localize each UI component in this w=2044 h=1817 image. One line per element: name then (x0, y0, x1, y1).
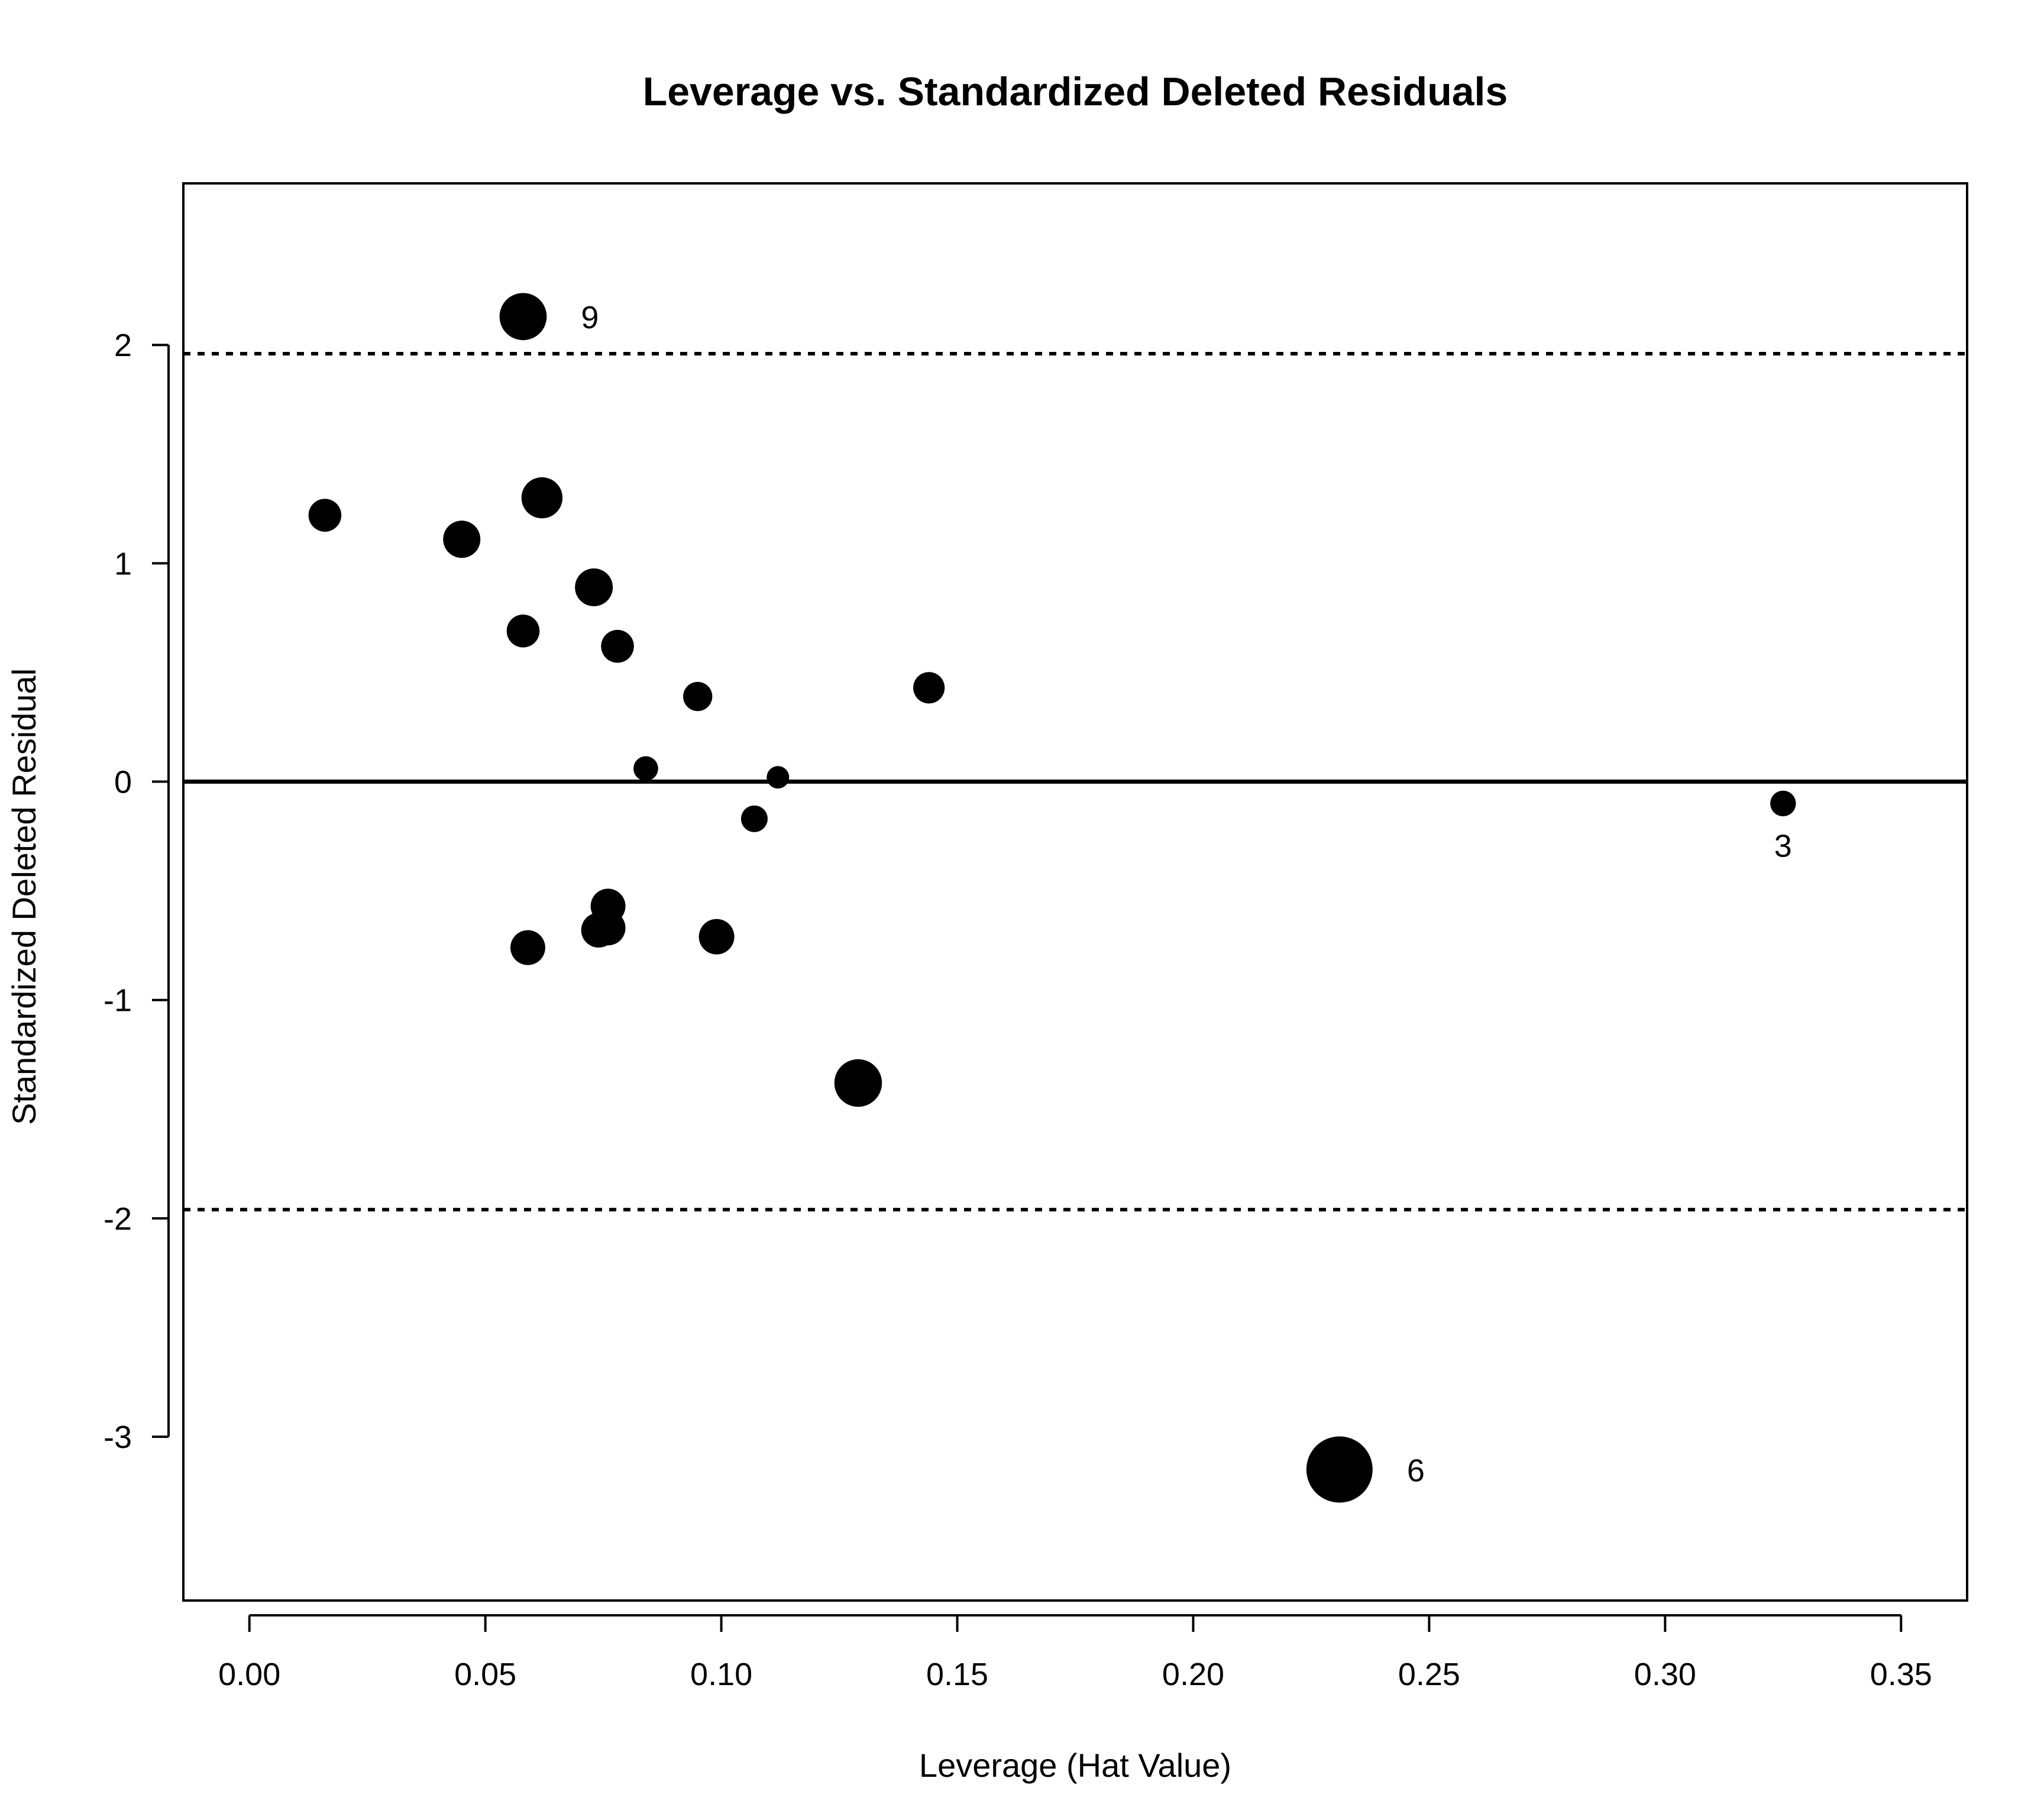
data-point (740, 805, 768, 832)
data-point (1306, 1436, 1373, 1503)
x-tick-label: 0.05 (454, 1657, 516, 1692)
data-point (913, 672, 945, 704)
data-point (308, 499, 342, 532)
data-point (601, 629, 634, 663)
plot-area (182, 182, 1968, 1602)
point-label: 3 (1774, 828, 1792, 864)
data-point (698, 919, 735, 955)
plot-frame (182, 182, 1968, 1602)
data-point (575, 568, 613, 606)
x-tick-label: 0.35 (1870, 1657, 1932, 1692)
y-tick-label: -2 (104, 1201, 132, 1237)
y-tick-label: 2 (114, 328, 132, 363)
x-tick-label: 0.25 (1398, 1657, 1460, 1692)
data-point (499, 293, 547, 341)
x-tick-label: 0.00 (218, 1657, 280, 1692)
x-axis-label: Leverage (Hat Value) (919, 1747, 1231, 1784)
data-point (443, 520, 481, 558)
point-labels: 9 3 6 (581, 300, 1792, 1488)
data-point (506, 615, 540, 648)
point-label: 6 (1407, 1453, 1425, 1488)
y-axis-label: Standardized Deleted Residual (5, 668, 43, 1125)
data-point (767, 766, 790, 789)
x-tick-label: 0.20 (1162, 1657, 1224, 1692)
x-tick-label: 0.15 (926, 1657, 988, 1692)
data-point (1770, 790, 1796, 817)
x-tick-label: 0.10 (690, 1657, 752, 1692)
x-tick-label: 0.30 (1634, 1657, 1696, 1692)
x-axis: 0.00 0.05 0.10 0.15 0.20 0.25 0.30 0.35 (218, 1614, 1932, 1692)
reference-lines (183, 351, 1967, 1212)
data-point (510, 930, 545, 965)
data-point (834, 1059, 882, 1107)
data-point (590, 910, 626, 946)
y-tick-label: -1 (104, 983, 132, 1019)
data-point (683, 681, 713, 712)
point-label: 9 (581, 300, 599, 335)
data-point (521, 477, 563, 519)
y-tick-label: 1 (114, 546, 132, 581)
y-tick-label: 0 (114, 765, 132, 800)
data-points (308, 293, 1796, 1503)
chart-title: Leverage vs. Standardized Deleted Residu… (643, 69, 1508, 114)
y-axis: -3 -2 -1 0 1 2 (104, 328, 170, 1455)
y-tick-label: -3 (104, 1420, 132, 1455)
data-point (633, 756, 658, 781)
